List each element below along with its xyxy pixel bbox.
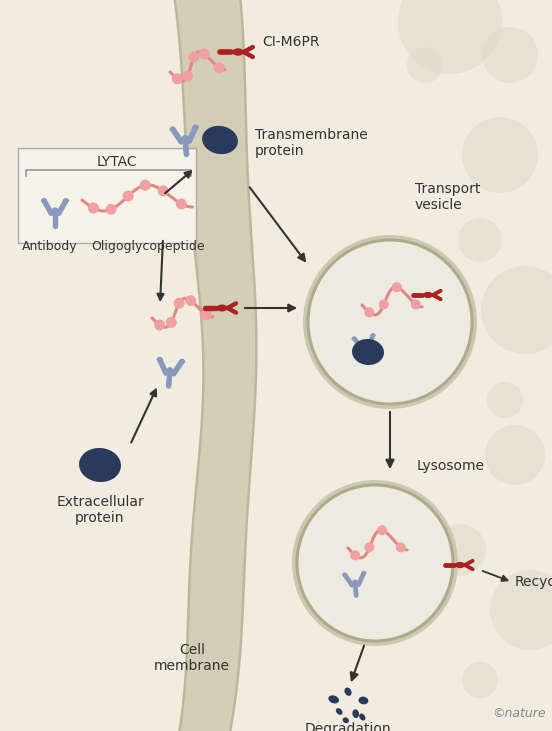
Circle shape: [485, 425, 545, 485]
Ellipse shape: [192, 125, 199, 129]
Circle shape: [379, 300, 389, 309]
Ellipse shape: [169, 127, 176, 132]
Circle shape: [481, 266, 552, 354]
Circle shape: [292, 480, 458, 646]
Ellipse shape: [41, 199, 47, 202]
Circle shape: [364, 542, 374, 553]
Text: Lysosome: Lysosome: [417, 459, 485, 473]
Circle shape: [350, 550, 360, 561]
Circle shape: [482, 27, 538, 83]
Text: Degradation: Degradation: [305, 722, 391, 731]
Ellipse shape: [370, 333, 376, 337]
Ellipse shape: [455, 562, 465, 568]
Ellipse shape: [342, 573, 348, 577]
Ellipse shape: [352, 337, 357, 341]
Ellipse shape: [352, 339, 384, 365]
Ellipse shape: [232, 48, 244, 56]
Circle shape: [188, 51, 199, 62]
Circle shape: [200, 309, 211, 320]
Circle shape: [407, 47, 443, 83]
Ellipse shape: [359, 713, 365, 721]
Circle shape: [490, 570, 552, 650]
Circle shape: [185, 295, 197, 306]
Circle shape: [462, 117, 538, 193]
Ellipse shape: [156, 357, 163, 361]
Ellipse shape: [361, 572, 367, 575]
Circle shape: [398, 0, 502, 74]
Text: Antibody: Antibody: [22, 240, 78, 253]
Circle shape: [303, 235, 477, 409]
Ellipse shape: [202, 126, 238, 154]
Circle shape: [364, 307, 374, 317]
Text: CI-M6PR: CI-M6PR: [262, 35, 320, 49]
Circle shape: [396, 542, 406, 553]
Circle shape: [182, 70, 193, 81]
Ellipse shape: [79, 448, 121, 482]
Circle shape: [88, 202, 99, 213]
Circle shape: [392, 282, 402, 292]
Circle shape: [411, 300, 421, 309]
Circle shape: [199, 48, 210, 59]
Circle shape: [166, 317, 177, 328]
Circle shape: [434, 524, 486, 576]
Text: Oligoglycopeptide: Oligoglycopeptide: [91, 240, 205, 253]
Circle shape: [308, 240, 472, 404]
Circle shape: [154, 319, 165, 330]
Circle shape: [214, 62, 225, 73]
Text: Transmembrane
protein: Transmembrane protein: [255, 128, 368, 158]
Circle shape: [123, 191, 134, 202]
Ellipse shape: [216, 305, 227, 311]
Circle shape: [174, 298, 185, 308]
Text: Extracellular
protein: Extracellular protein: [56, 495, 144, 525]
Ellipse shape: [63, 199, 69, 202]
Circle shape: [458, 218, 502, 262]
Circle shape: [105, 204, 116, 215]
Circle shape: [172, 73, 183, 84]
FancyBboxPatch shape: [18, 148, 196, 243]
Text: LYTAC: LYTAC: [97, 155, 137, 169]
Text: Transport
vesicle: Transport vesicle: [415, 182, 480, 212]
Text: ©nature: ©nature: [492, 707, 546, 720]
Ellipse shape: [179, 360, 185, 363]
Ellipse shape: [423, 292, 433, 298]
Ellipse shape: [358, 697, 368, 705]
Circle shape: [377, 526, 387, 535]
Circle shape: [297, 485, 453, 641]
Text: Recycling: Recycling: [515, 575, 552, 589]
Ellipse shape: [336, 708, 343, 715]
Ellipse shape: [343, 717, 349, 723]
Circle shape: [158, 186, 169, 197]
Ellipse shape: [328, 695, 339, 703]
Ellipse shape: [352, 709, 359, 718]
Circle shape: [176, 199, 187, 210]
Circle shape: [462, 662, 498, 698]
Ellipse shape: [344, 688, 352, 696]
Polygon shape: [175, 0, 256, 731]
Circle shape: [140, 180, 151, 191]
Text: Cell
membrane: Cell membrane: [154, 643, 230, 673]
Circle shape: [487, 382, 523, 418]
